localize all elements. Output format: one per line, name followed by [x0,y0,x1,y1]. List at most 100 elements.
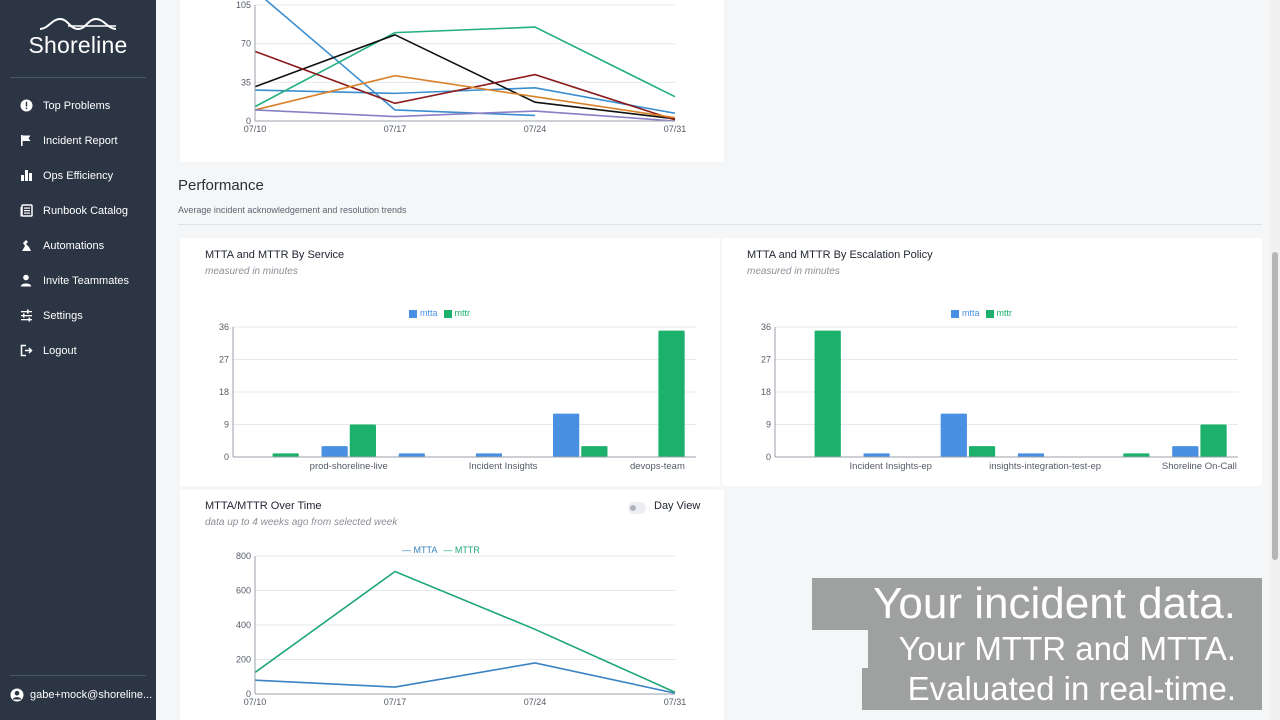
series-line [264,0,536,117]
bar-chart-icon [19,169,33,183]
line-chart-over-time: 0 200 400 600 800 07/10 07/17 07/24 07/31 [236,551,687,707]
y-tick-label: 105 [236,0,251,10]
bar-mtta [1172,446,1199,457]
chart-legend: mtta mttr [409,308,470,318]
legend-label: mtta [420,308,438,318]
bar-mtta [940,413,967,457]
legend-mtta[interactable]: mtta [951,308,980,318]
bar-mttr [581,446,608,457]
legend-mttr[interactable]: mttr [443,308,471,318]
sidebar-divider [10,675,146,676]
mtta-mttr-by-service-card: MTTA and MTTR By Service measured in min… [180,238,720,486]
y-tick-label: 9 [224,420,229,430]
brand-name: Shoreline [28,32,128,58]
series-line [254,74,676,119]
y-tick-label: 0 [246,689,251,699]
legend-line-swatch: — [402,545,411,555]
legend-label: mttr [454,308,471,318]
bar-mtta [321,446,348,457]
legend-mtta[interactable]: — MTTA [402,545,437,555]
sidebar-divider [10,77,146,78]
card-subtitle: measured in minutes [205,266,298,277]
y-tick-label: 35 [241,77,251,87]
day-view-toggle[interactable] [628,502,646,514]
legend-swatch [443,309,452,318]
y-tick-label: 200 [236,655,251,665]
toggle-knob [630,505,636,511]
series-line [254,26,676,108]
sidebar-item-runbook-catalog[interactable]: Runbook Catalog [0,193,156,228]
day-view-label: Day View [654,500,701,512]
sidebar-nav: Top Problems Incident Report Ops Efficie… [0,88,156,368]
legend-mtta[interactable]: mtta [409,308,438,318]
bar-mttr [658,330,685,457]
caption-line-1: Your incident data. [812,578,1262,630]
sidebar-item-label: Invite Teammates [43,274,130,287]
x-tick-label: 07/10 [244,697,267,707]
bar-mttr [814,330,841,457]
chart-legend: mtta mttr [951,308,1012,318]
legend-label: mtta [962,308,980,318]
y-tick-label: 36 [219,322,229,332]
y-tick-label: 0 [224,452,229,462]
mtta-mttr-over-time-card: MTTA/MTTR Over Time data up to 4 weeks a… [180,490,724,720]
sidebar-item-logout[interactable]: Logout [0,333,156,368]
card-subtitle: data up to 4 weeks ago from selected wee… [205,517,398,528]
legend-swatch [409,309,417,318]
legend-mttr[interactable]: mttr [985,308,1013,318]
mtta-mttr-by-escalation-policy-card: MTTA and MTTR By Escalation Policy measu… [722,238,1262,486]
bar-chart-by-escalation-policy: 0 9 18 27 36 Incident Insights-ep insights-int… [761,322,1238,472]
section-subtitle: Average incident acknowledgement and res… [178,205,407,215]
sidebar-item-incident-report[interactable]: Incident Report [0,123,156,158]
sidebar-item-ops-efficiency[interactable]: Ops Efficiency [0,158,156,193]
sidebar-item-invite-teammates[interactable]: Invite Teammates [0,263,156,298]
top-trend-chart: 0 35 70 105 07/10 07/17 07/24 07/31 [236,0,686,134]
sidebar-item-label: Ops Efficiency [43,169,114,182]
x-category-label: Incident Insights-ep [850,461,932,472]
legend-line-swatch: — [443,545,453,555]
legend-label: MTTR [454,545,480,555]
x-category-label: insights-integration-test-ep [989,461,1101,472]
page-scrollbar[interactable] [1270,0,1280,720]
legend-mttr[interactable]: — MTTR [443,545,480,555]
x-tick-label: 07/17 [384,124,407,134]
sidebar-item-label: Logout [43,344,77,357]
card-title: MTTA and MTTR By Service [205,249,345,261]
x-tick-label: 07/24 [524,697,547,707]
bar-mttr [349,424,376,457]
legend-swatch [985,309,994,318]
x-category-label: devops-team [630,461,685,472]
sliders-icon [19,309,33,323]
legend-label: mttr [996,308,1013,318]
bar-mttr [968,446,996,457]
y-tick-label: 18 [761,387,771,397]
legend-label: MTTA [413,545,438,555]
y-tick-label: 0 [246,116,251,126]
shoreline-logo[interactable]: Shoreline [10,14,146,78]
person-icon [19,274,33,288]
sidebar-item-automations[interactable]: Automations [0,228,156,263]
series-line [254,87,676,115]
bar-mtta [1017,453,1045,457]
chart-legend: — MTTA — MTTR [402,545,480,555]
x-tick-label: 07/31 [664,697,687,707]
sidebar: Shoreline Top Problems Incident Report O… [0,0,156,720]
y-tick-label: 70 [241,39,251,49]
y-tick-label: 800 [236,551,251,561]
sidebar-item-label: Runbook Catalog [43,204,129,217]
scrollbar-thumb[interactable] [1272,252,1278,560]
y-tick-label: 9 [766,420,771,430]
flag-icon [19,134,33,148]
sidebar-item-settings[interactable]: Settings [0,298,156,333]
sidebar-item-top-problems[interactable]: Top Problems [0,88,156,123]
bar-chart-by-service: 0 9 18 27 36 prod-shoreline-live Incident Insi… [219,322,696,472]
bar-mtta [863,453,890,457]
bar-mttr [1123,453,1150,457]
series-line [254,570,676,694]
bar-mtta [475,453,503,457]
x-category-label: Incident Insights [469,461,538,472]
series-line [254,109,676,122]
user-account[interactable]: gabe+mock@shoreline... [10,688,152,702]
book-icon [19,204,33,218]
y-tick-label: 27 [219,355,229,365]
